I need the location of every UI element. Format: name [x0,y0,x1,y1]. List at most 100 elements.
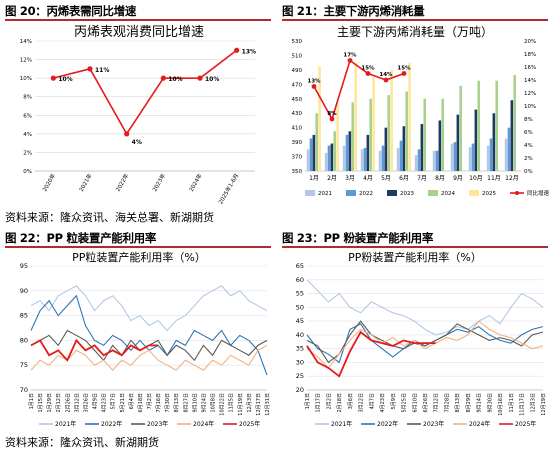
legend-label: 2022年 [377,420,398,428]
y-tick-label: 75 [20,361,28,369]
growth-point [365,71,371,76]
figure-20-chart: 丙烯表观消费同比增速 0% 2% 4% 6% 8% 10% 12% 14% 2020年 2021年 2… [5,21,273,207]
bar-2023 [420,124,424,171]
x-tick-label: 1月17日 [316,393,322,413]
growth-line [313,59,405,122]
x-tick-label: 6月10日 [412,393,418,413]
chart-title: 丙烯表观消费同比增速 [74,25,204,40]
x-tick-label: 5月9日 [391,393,397,409]
bar-2024 [477,80,481,171]
bar-2021 [378,150,382,171]
x-tick-label: 9月14日 [477,393,483,413]
bar-2023 [456,114,460,171]
x-tick-label: 2022年 [114,172,131,193]
figure-23-rule [282,246,548,248]
growth-label: 13% [307,79,321,85]
series-line-2025年 [30,338,159,362]
y-tick-label: 510 [292,53,303,59]
x-tick-label: 10月 [469,175,483,182]
bar-2024 [369,98,373,171]
growth-point [347,58,353,63]
x-tick-label: 11月19日 [238,393,244,416]
bar-2022 [489,138,493,171]
x-tick-label: 2月2日 [326,393,332,409]
x-tick-label: 12月19日 [541,393,547,416]
bar-2024 [315,113,319,171]
data-label: 10% [205,76,219,83]
y-tick-label: 95 [20,262,28,270]
bar-2022 [381,145,385,171]
bar-2024 [441,98,445,171]
bar-2022 [327,145,331,171]
legend-swatch [346,190,356,196]
source-bottom: 资料来源：隆众资讯、新湖期货 [5,436,159,449]
y-tick-label: 490 [292,68,303,74]
series-line-2025年 [306,330,436,378]
data-label: 4% [132,139,142,146]
bar-2022 [507,127,511,171]
bar-2021 [432,150,436,171]
y-tick-label: 530 [292,39,303,45]
x-tick-label: 3月 [345,175,355,182]
y-tick-label: 0% [23,169,32,175]
legend-label: 2025年 [239,420,260,428]
growth-label: 14% [379,72,393,78]
y2-tick-label: 12% [524,91,536,97]
bar-2022 [435,150,439,171]
bar-2023 [438,120,442,171]
x-tick-label: 12月 [505,175,519,182]
x-tick-label: 9月10日 [192,393,198,413]
bar-2023 [330,143,334,171]
x-tick-label: 2021年 [77,172,94,193]
x-tick-label: 2025年1-6月 [216,172,240,205]
y-tick-label: 370 [292,155,303,161]
legend-label: 2021年 [331,420,352,428]
growth-label: 15% [397,66,411,72]
x-tick-label: 10月8日 [211,393,217,413]
series-line-2023年 [306,320,544,364]
bar-2023 [384,127,388,171]
x-tick-label: 6月 [399,175,409,182]
bar-2025 [390,69,393,171]
bar-2022 [453,142,457,171]
x-tick-label: 9月30日 [487,393,493,413]
y-tick-label: 410 [292,126,303,132]
x-tick-label: 1月15日 [38,393,44,413]
x-tick-label: 7月16日 [156,393,162,413]
x-tick-label: 7月2日 [147,393,153,409]
figure-20-rule [5,19,271,21]
x-tick-label: 8月13日 [455,393,461,413]
x-tick-label: 2月18日 [337,393,343,413]
data-point [124,131,130,137]
x-tick-label: 5月21日 [120,393,126,413]
growth-label: 15% [361,66,375,72]
bar-2024 [333,131,337,171]
bar-2023 [492,113,496,171]
growth-label: 8% [327,111,337,117]
bar-2021 [486,145,490,171]
series-line-2021年 [30,285,268,332]
figure-21-heading: 图 21：主要下游丙烯消耗量 [282,4,425,18]
series-line-2021年 [306,279,544,336]
x-tick-label: 5月 [381,175,391,182]
x-tick-label: 4月7日 [369,393,375,409]
y-tick-label: 470 [292,82,303,88]
bar-2021 [306,149,310,171]
y2-tick-label: 0% [524,169,533,175]
data-label: 10% [58,76,72,83]
bar-2023 [348,131,352,171]
y-tick-label: 390 [292,140,303,146]
y2-tick-label: 14% [524,78,536,84]
legend-label: 2023年 [423,420,444,428]
bar-2024 [351,102,355,171]
y-tick-label: 6% [23,113,32,119]
y2-tick-label: 8% [524,117,533,123]
y-tick-label: 2% [23,150,32,156]
bar-2023 [366,134,370,171]
x-tick-label: 7月28日 [444,393,450,413]
data-point [50,75,56,81]
legend-label: 同比增速 [527,189,549,197]
chart-title: PP粒装置产能利用率（%） [72,250,206,264]
figure-20-heading: 图 20：丙烯表需同比增速 [5,4,137,18]
y-tick-label: 70 [20,386,28,394]
